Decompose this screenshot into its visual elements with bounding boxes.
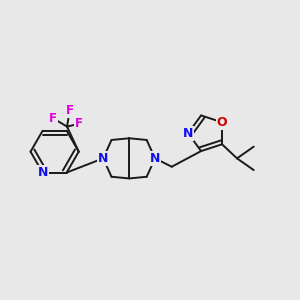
Text: F: F bbox=[49, 112, 57, 125]
Text: N: N bbox=[98, 152, 108, 165]
Text: N: N bbox=[183, 127, 193, 140]
Text: F: F bbox=[75, 117, 83, 130]
Text: O: O bbox=[217, 116, 227, 129]
Text: N: N bbox=[150, 152, 160, 165]
Text: F: F bbox=[66, 104, 74, 117]
Text: N: N bbox=[38, 166, 48, 179]
